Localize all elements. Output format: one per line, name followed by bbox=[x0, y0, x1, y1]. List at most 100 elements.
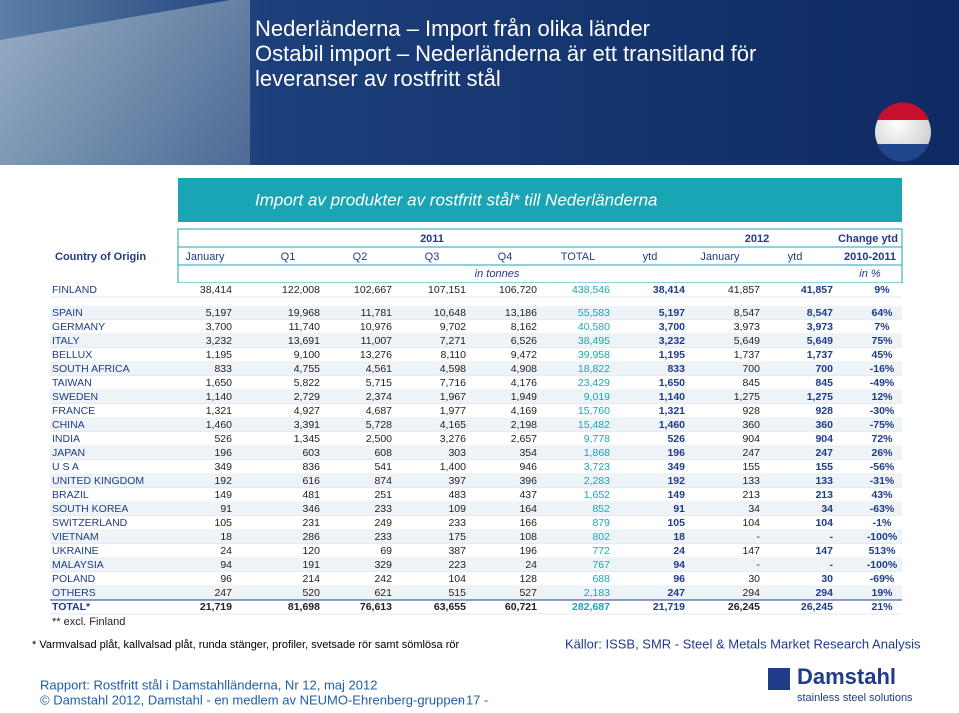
cell: 527 bbox=[519, 587, 537, 599]
cell: 9,702 bbox=[440, 321, 466, 333]
country: BELLUX bbox=[52, 349, 92, 361]
cell: 175 bbox=[448, 531, 466, 543]
cell: 43% bbox=[871, 489, 893, 501]
cell: 249 bbox=[374, 517, 392, 529]
title-line: Ostabil import – Nederländerna är ett tr… bbox=[255, 41, 756, 66]
cell: 91 bbox=[673, 503, 685, 515]
cell: 282,687 bbox=[572, 601, 610, 613]
cell: 879 bbox=[592, 517, 610, 529]
cell: 616 bbox=[302, 475, 320, 487]
row-bg bbox=[50, 460, 902, 474]
cell: 128 bbox=[519, 573, 537, 585]
cell: 360 bbox=[742, 419, 760, 431]
cell: 13,186 bbox=[505, 307, 537, 319]
cell: 133 bbox=[742, 475, 760, 487]
cell: 4,755 bbox=[294, 363, 320, 375]
cell: 303 bbox=[448, 447, 466, 459]
cell: 13,691 bbox=[288, 335, 320, 347]
cell: 3,973 bbox=[807, 321, 833, 333]
cell: 104 bbox=[448, 573, 466, 585]
cell: 18,822 bbox=[578, 363, 610, 375]
cell: 2,183 bbox=[584, 587, 610, 599]
cell: 69 bbox=[380, 545, 392, 557]
cell: 149 bbox=[667, 489, 685, 501]
column-header: January bbox=[700, 251, 740, 263]
cell: 242 bbox=[374, 573, 392, 585]
cell: 8,110 bbox=[441, 349, 467, 361]
cell: 481 bbox=[302, 489, 320, 501]
cell: 1,400 bbox=[440, 461, 466, 473]
country: U S A bbox=[52, 461, 79, 473]
cell: 41,857 bbox=[728, 284, 760, 296]
cell: 106,720 bbox=[499, 284, 537, 296]
source: Källor: ISSB, SMR - Steel & Metals Marke… bbox=[565, 636, 921, 651]
cell: 39,958 bbox=[578, 349, 610, 361]
cell: - bbox=[757, 531, 761, 543]
cell: 38,414 bbox=[653, 284, 685, 296]
country: SWEDEN bbox=[52, 391, 98, 403]
cell: 247 bbox=[742, 447, 760, 459]
cell: 1,321 bbox=[659, 405, 685, 417]
cell: 18 bbox=[673, 531, 685, 543]
cell: 928 bbox=[815, 405, 833, 417]
cell: 286 bbox=[302, 531, 320, 543]
cell: 196 bbox=[667, 447, 685, 459]
cell: 120 bbox=[302, 545, 320, 557]
cell: 231 bbox=[302, 517, 320, 529]
cell: 346 bbox=[302, 503, 320, 515]
cell: 24 bbox=[525, 559, 537, 571]
cell: - bbox=[757, 559, 761, 571]
cell: 107,151 bbox=[428, 284, 466, 296]
group-header: Change ytd bbox=[838, 233, 898, 245]
cell: 10,976 bbox=[360, 321, 392, 333]
column-header: Q3 bbox=[425, 251, 440, 263]
row-bg bbox=[50, 572, 902, 586]
cell: 26,245 bbox=[728, 601, 760, 613]
row-bg bbox=[50, 446, 902, 460]
row-bg bbox=[50, 283, 902, 297]
cell: 191 bbox=[302, 559, 320, 571]
cell: 3,232 bbox=[206, 335, 232, 347]
cell: 4,927 bbox=[294, 405, 320, 417]
cell: 122,008 bbox=[282, 284, 320, 296]
cell: 1,977 bbox=[440, 405, 466, 417]
cell: 2,374 bbox=[366, 391, 392, 403]
cell: 8,547 bbox=[807, 307, 833, 319]
cell: 147 bbox=[815, 545, 833, 557]
cell: 836 bbox=[302, 461, 320, 473]
cell: 1,195 bbox=[206, 349, 232, 361]
banner-bg bbox=[178, 178, 902, 222]
cell: 2,500 bbox=[366, 433, 392, 445]
cell: -75% bbox=[870, 419, 895, 431]
cell: 608 bbox=[374, 447, 392, 459]
cell: 437 bbox=[519, 489, 537, 501]
cell: -100% bbox=[867, 559, 898, 571]
cell: 105 bbox=[667, 517, 685, 529]
column-header: ytd bbox=[643, 251, 658, 263]
cell: 21,719 bbox=[200, 601, 232, 613]
country: FINLAND bbox=[52, 284, 97, 296]
title-line: leveranser av rostfritt stål bbox=[255, 66, 501, 91]
cell: 11,740 bbox=[289, 321, 320, 333]
cell: 155 bbox=[815, 461, 833, 473]
cell: 845 bbox=[742, 377, 760, 389]
footer-report: Rapport: Rostfritt stål i Damstahlländer… bbox=[40, 677, 377, 692]
country: BRAZIL bbox=[52, 489, 89, 501]
cell: 109 bbox=[448, 503, 466, 515]
title-line: Nederländerna – Import från olika länder bbox=[255, 16, 650, 41]
row-bg bbox=[50, 474, 902, 488]
cell: 196 bbox=[214, 447, 232, 459]
cell: 196 bbox=[519, 545, 537, 557]
footnote: * Varmvalsad plåt, kallvalsad plåt, rund… bbox=[32, 639, 459, 651]
row-bg bbox=[50, 306, 902, 320]
cell: 4,176 bbox=[511, 377, 537, 389]
cell: 1,737 bbox=[734, 349, 760, 361]
header-photo bbox=[0, 0, 250, 165]
cell: 1,275 bbox=[734, 391, 760, 403]
cell: 15,760 bbox=[578, 405, 610, 417]
row-bg bbox=[50, 530, 902, 544]
flag-red bbox=[877, 102, 929, 120]
cell: 1,140 bbox=[206, 391, 232, 403]
cell: 214 bbox=[302, 573, 320, 585]
cell: 688 bbox=[592, 573, 610, 585]
